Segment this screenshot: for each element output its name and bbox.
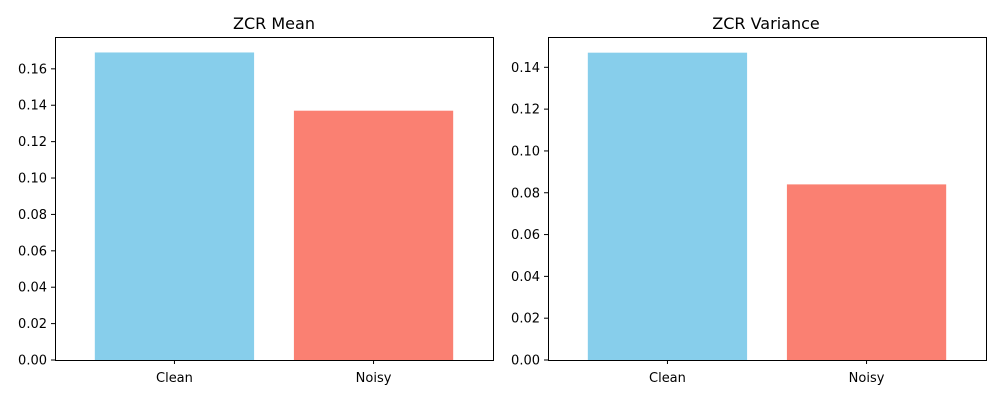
- chart-title: ZCR Variance: [712, 14, 819, 33]
- y-tick-label: 0.00: [18, 354, 47, 369]
- x-tick-label: Clean: [156, 371, 193, 386]
- x-axis: Clean Noisy: [649, 360, 885, 386]
- y-tick-label: 0.02: [18, 317, 47, 332]
- bar-clean: [94, 52, 255, 361]
- chart-zcr-mean: ZCR Mean 0.00 0.02 0.04 0.06 0.08 0.10 0.12 0.1…: [18, 14, 494, 386]
- y-tick-label: 0.14: [511, 61, 540, 76]
- x-tick-label: Clean: [649, 371, 686, 386]
- y-tick-label: 0.00: [511, 354, 540, 369]
- y-tick-label: 0.02: [511, 312, 540, 327]
- x-axis: Clean Noisy: [156, 360, 392, 386]
- bars: [587, 52, 947, 360]
- y-tick-label: 0.12: [18, 135, 47, 150]
- y-tick-label: 0.08: [18, 208, 47, 223]
- chart-zcr-variance: ZCR Variance 0.00 0.02 0.04 0.06 0.08 0.10 0.1…: [511, 14, 987, 386]
- y-tick-label: 0.14: [18, 99, 47, 114]
- chart-title: ZCR Mean: [233, 14, 315, 33]
- y-tick-label: 0.04: [511, 270, 540, 285]
- y-axis: 0.00 0.02 0.04 0.06 0.08 0.10 0.12 0.14: [511, 61, 548, 369]
- plot-frame: [548, 37, 987, 361]
- plot-frame: [55, 37, 494, 361]
- y-tick-label: 0.04: [18, 281, 47, 296]
- y-tick-label: 0.12: [511, 103, 540, 118]
- bars: [94, 52, 454, 361]
- x-tick-label: Noisy: [849, 371, 885, 386]
- y-tick-label: 0.06: [511, 228, 540, 243]
- bar-clean: [587, 52, 748, 360]
- y-tick-label: 0.08: [511, 186, 540, 201]
- y-tick-label: 0.06: [18, 244, 47, 259]
- bar-noisy: [786, 184, 947, 360]
- y-tick-label: 0.16: [18, 62, 47, 77]
- y-axis: 0.00 0.02 0.04 0.06 0.08 0.10 0.12 0.14 0.16: [18, 62, 55, 369]
- bar-noisy: [293, 110, 454, 360]
- x-tick-label: Noisy: [356, 371, 392, 386]
- y-tick-label: 0.10: [18, 172, 47, 187]
- y-tick-label: 0.10: [511, 144, 540, 159]
